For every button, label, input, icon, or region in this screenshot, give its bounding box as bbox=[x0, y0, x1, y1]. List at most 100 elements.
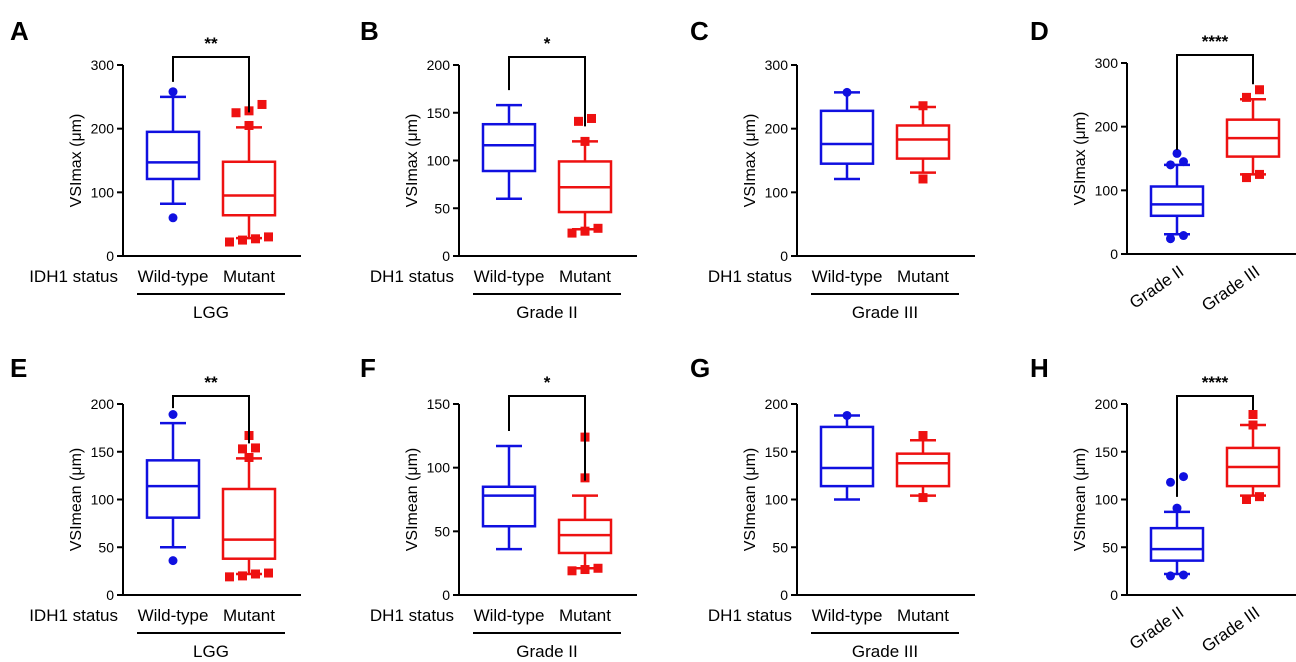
y-tick-label: 100 bbox=[765, 184, 789, 200]
significance-label: ** bbox=[204, 34, 218, 53]
y-axis-title: VSImean (μm) bbox=[68, 448, 85, 551]
significance-label: **** bbox=[1202, 373, 1229, 392]
y-tick-label: 200 bbox=[765, 396, 789, 412]
y-tick-label: 100 bbox=[765, 492, 789, 508]
outlier-point bbox=[1179, 231, 1188, 241]
outlier-point bbox=[580, 226, 590, 236]
box-body bbox=[895, 124, 951, 160]
outlier-point bbox=[168, 556, 178, 566]
y-tick-label: 0 bbox=[780, 587, 788, 603]
y-tick-label: 200 bbox=[91, 396, 115, 412]
outlier-point bbox=[251, 569, 260, 579]
y-axis-title: VSImax (μm) bbox=[1072, 112, 1089, 206]
y-tick-label: 0 bbox=[106, 248, 114, 264]
x-category-label: Grade III bbox=[1198, 603, 1263, 657]
panel-letter: D bbox=[1030, 16, 1049, 46]
panel-h: H 0 50 100 150 200 VSImean (μm) Grade II Grade I… bbox=[1030, 353, 1296, 656]
outlier-point bbox=[238, 571, 247, 581]
outlier-point bbox=[238, 235, 247, 245]
box-mutant bbox=[895, 101, 951, 184]
significance-label: **** bbox=[1202, 32, 1229, 51]
y-tick-label: 50 bbox=[1102, 539, 1118, 555]
panel-f: F 0 50 100 150 VSImean (μm) Wild-type Mutant DH1… bbox=[360, 353, 637, 661]
x-category-label: Wild-type bbox=[812, 267, 883, 286]
y-tick-label: 0 bbox=[1110, 587, 1118, 603]
panel-letter: E bbox=[10, 353, 27, 383]
box-body bbox=[895, 452, 951, 488]
significance-bracket bbox=[1176, 395, 1254, 497]
y-tick-label: 300 bbox=[765, 57, 789, 73]
outlier-point bbox=[1166, 477, 1175, 487]
status-label: IDH1 status bbox=[29, 267, 118, 286]
box-grade-iii bbox=[1225, 85, 1281, 183]
box-body bbox=[145, 130, 201, 181]
box-wild-type bbox=[145, 87, 201, 223]
box-mutant bbox=[221, 431, 277, 582]
outlier-point bbox=[1248, 410, 1258, 420]
box-wild-type bbox=[819, 87, 875, 181]
box-body bbox=[1149, 526, 1205, 562]
outlier-point bbox=[1248, 420, 1258, 430]
panel-b: B 0 50 100 150 200 VSImax (μm) Wild-type Mutant D… bbox=[360, 16, 637, 322]
outlier-point bbox=[842, 87, 852, 97]
y-tick-label: 200 bbox=[427, 57, 451, 73]
outlier-point bbox=[225, 237, 234, 247]
outlier-point bbox=[1255, 169, 1264, 179]
outlier-point bbox=[244, 120, 254, 130]
y-tick-label: 200 bbox=[91, 121, 115, 137]
group-label: Grade III bbox=[852, 642, 918, 661]
outlier-point bbox=[842, 410, 852, 420]
outlier-point bbox=[1255, 492, 1264, 502]
y-tick-label: 200 bbox=[765, 121, 789, 137]
y-tick-label: 0 bbox=[780, 248, 788, 264]
y-tick-label: 200 bbox=[1095, 396, 1119, 412]
x-category-label: Grade III bbox=[1198, 262, 1263, 316]
significance-bracket bbox=[508, 395, 586, 481]
outlier-point bbox=[593, 563, 603, 573]
outlier-point bbox=[1172, 148, 1182, 158]
outlier-point bbox=[225, 572, 234, 582]
outlier-point bbox=[1242, 495, 1251, 504]
x-category-label: Wild-type bbox=[812, 606, 883, 625]
x-category-label: Mutant bbox=[559, 606, 611, 625]
outlier-point bbox=[168, 410, 178, 420]
status-label: DH1 status bbox=[708, 606, 792, 625]
outlier-point bbox=[264, 232, 273, 242]
box-body bbox=[221, 487, 277, 560]
box-mutant bbox=[221, 99, 277, 247]
status-label: IDH1 status bbox=[29, 606, 118, 625]
group-label: Grade II bbox=[516, 642, 577, 661]
outlier-point bbox=[264, 568, 273, 578]
outlier-point bbox=[231, 108, 241, 118]
x-category-label: Wild-type bbox=[474, 606, 545, 625]
outlier-point bbox=[168, 87, 178, 97]
y-tick-label: 100 bbox=[91, 184, 115, 200]
outlier-point bbox=[580, 565, 590, 575]
x-category-label: Wild-type bbox=[138, 606, 209, 625]
box-body bbox=[481, 122, 537, 173]
outlier-point bbox=[593, 223, 603, 233]
group-label: Grade II bbox=[516, 303, 577, 322]
y-tick-label: 0 bbox=[442, 248, 450, 264]
group-label: LGG bbox=[193, 303, 229, 322]
y-tick-label: 300 bbox=[91, 57, 115, 73]
panel-a: A 0 100 200 300 VSImax (μm) Wild-type Mutant IDH… bbox=[10, 16, 301, 322]
status-label: DH1 status bbox=[370, 606, 454, 625]
y-tick-label: 150 bbox=[765, 444, 789, 460]
y-tick-label: 100 bbox=[91, 492, 115, 508]
outlier-point bbox=[567, 228, 577, 238]
box-body bbox=[819, 425, 875, 488]
box-wild-type bbox=[145, 410, 201, 566]
panel-letter: G bbox=[690, 353, 710, 383]
outlier-point bbox=[257, 99, 267, 109]
outlier-point bbox=[168, 213, 178, 223]
y-tick-label: 150 bbox=[427, 105, 451, 121]
box-wild-type bbox=[819, 410, 875, 501]
panel-letter: C bbox=[690, 16, 709, 46]
x-category-label: Mutant bbox=[559, 267, 611, 286]
outlier-point bbox=[1166, 160, 1175, 170]
panel-letter: F bbox=[360, 353, 376, 383]
significance-bracket bbox=[1176, 54, 1254, 150]
y-tick-label: 300 bbox=[1095, 55, 1119, 71]
outlier-point bbox=[587, 113, 596, 123]
